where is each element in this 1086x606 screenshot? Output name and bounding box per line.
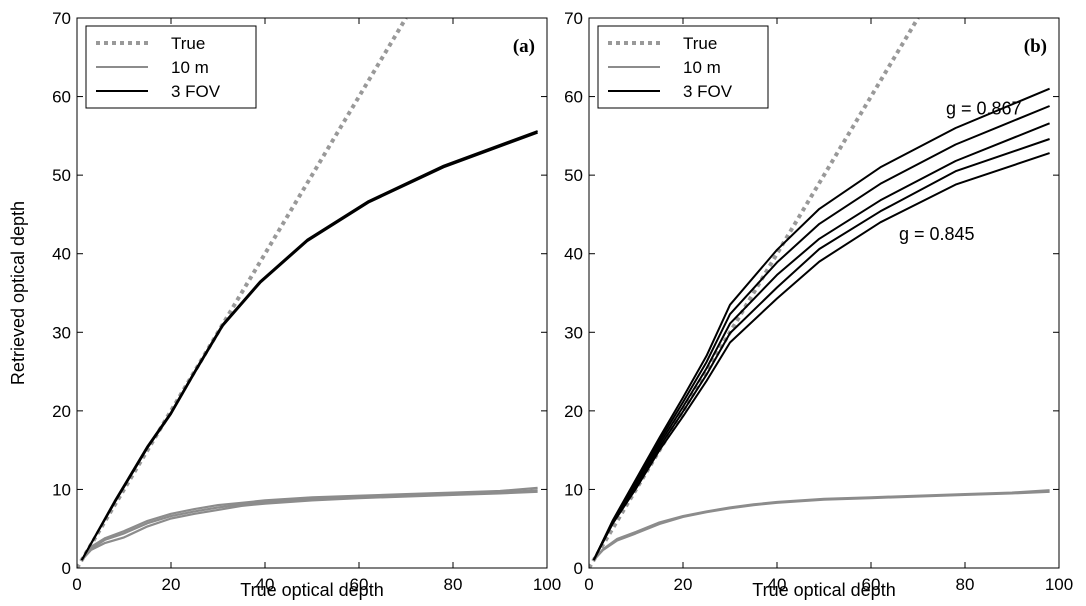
x-tick-label: 60 bbox=[350, 575, 369, 594]
legend-label: 3 FOV bbox=[683, 82, 733, 101]
series-group bbox=[589, 18, 1050, 568]
y-tick-label: 70 bbox=[564, 9, 583, 28]
legend-label: 10 m bbox=[683, 58, 721, 77]
x-tick-label: 20 bbox=[162, 575, 181, 594]
panel-b: 0 20 40 60 80 100 0 10 20 30 40 50 60 70 True optical … bbox=[564, 9, 1073, 600]
y-tick-label: 0 bbox=[574, 559, 583, 578]
y-tick-label: 0 bbox=[62, 559, 71, 578]
y-tick-label: 60 bbox=[52, 88, 71, 107]
x-tick-label: 60 bbox=[862, 575, 881, 594]
x-tick-label: 80 bbox=[444, 575, 463, 594]
axes-box bbox=[588, 17, 1060, 569]
series-group bbox=[77, 18, 538, 568]
y-tick-label: 60 bbox=[564, 88, 583, 107]
legend: True 10 m 3 FOV bbox=[85, 25, 257, 109]
fov-line-7 bbox=[592, 152, 1050, 561]
legend-label: 3 FOV bbox=[171, 82, 221, 101]
ten-m-line-3 bbox=[80, 486, 538, 561]
y-tick-label: 50 bbox=[564, 166, 583, 185]
y-tick-label: 30 bbox=[564, 323, 583, 342]
fov-line-5 bbox=[592, 122, 1050, 561]
x-tick-label: 40 bbox=[256, 575, 275, 594]
x-axis-label: True optical depth bbox=[240, 580, 383, 600]
ten-m-line-2 bbox=[80, 490, 538, 561]
ten-m-line-2 bbox=[592, 490, 1050, 561]
x-tick-label: 100 bbox=[533, 575, 561, 594]
x-axis-label: True optical depth bbox=[752, 580, 895, 600]
annotation-label: g = 0.867 bbox=[946, 98, 1022, 118]
y-tick-label: 20 bbox=[564, 402, 583, 421]
y-tick-label: 20 bbox=[52, 402, 71, 421]
fov-line-4 bbox=[592, 105, 1050, 561]
y-tick-label: 10 bbox=[52, 480, 71, 499]
legend-label: 10 m bbox=[171, 58, 209, 77]
x-tick-label: 80 bbox=[956, 575, 975, 594]
panel-label: (a) bbox=[513, 36, 535, 57]
x-tick-label: 0 bbox=[584, 575, 593, 594]
legend-label: True bbox=[171, 34, 205, 53]
y-tick-label: 40 bbox=[52, 245, 71, 264]
legend: True 10 m 3 FOV bbox=[597, 25, 769, 109]
x-tick-label: 40 bbox=[768, 575, 787, 594]
x-tick-label: 100 bbox=[1045, 575, 1073, 594]
fov-line-6 bbox=[592, 138, 1050, 561]
x-tick-label: 0 bbox=[72, 575, 81, 594]
panel-a: 0 20 40 60 80 100 0 10 20 30 40 50 60 70 True optical … bbox=[8, 9, 561, 600]
fov-line-3 bbox=[592, 87, 1050, 561]
y-tick-label: 30 bbox=[52, 323, 71, 342]
y-axis-label: Retrieved optical depth bbox=[8, 201, 28, 385]
y-tick-label: 40 bbox=[564, 245, 583, 264]
axes-box bbox=[76, 17, 548, 569]
fov-line-5 bbox=[80, 131, 538, 561]
y-tick-label: 70 bbox=[52, 9, 71, 28]
x-tick-label: 20 bbox=[674, 575, 693, 594]
fov-line-4 bbox=[80, 130, 538, 561]
y-tick-label: 10 bbox=[564, 480, 583, 499]
true-line bbox=[77, 18, 408, 568]
legend-label: True bbox=[683, 34, 717, 53]
annotation-label: g = 0.845 bbox=[899, 224, 975, 244]
y-tick-label: 50 bbox=[52, 166, 71, 185]
panel-label: (b) bbox=[1024, 36, 1047, 57]
